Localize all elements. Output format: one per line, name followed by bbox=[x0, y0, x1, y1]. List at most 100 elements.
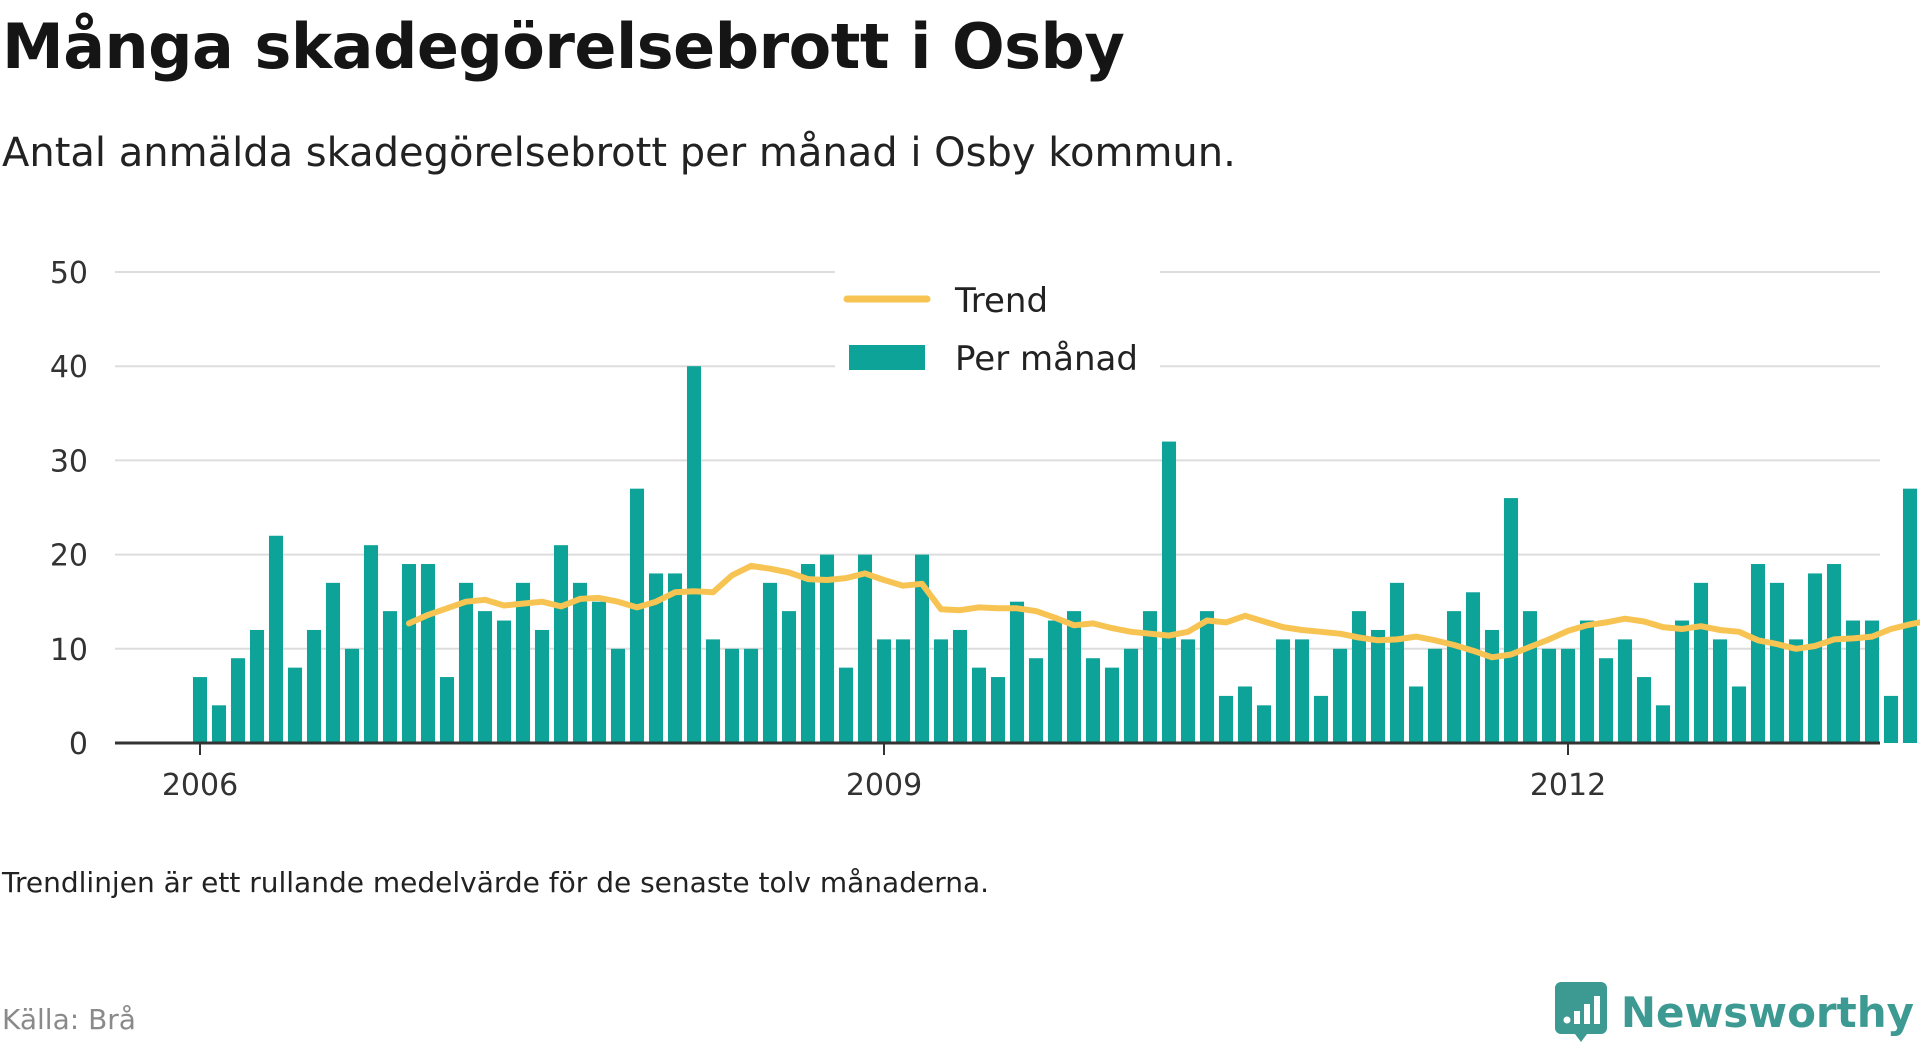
bar bbox=[1712, 639, 1728, 743]
bar bbox=[1655, 705, 1671, 743]
bar bbox=[553, 545, 569, 743]
bar bbox=[382, 611, 398, 743]
bar bbox=[1883, 695, 1899, 743]
trend-line bbox=[406, 562, 1920, 661]
bar bbox=[1769, 582, 1785, 743]
bar bbox=[325, 582, 341, 743]
bar bbox=[1560, 648, 1576, 743]
bar bbox=[819, 554, 835, 743]
bar bbox=[1028, 658, 1044, 743]
bar bbox=[1864, 620, 1880, 743]
bar bbox=[648, 573, 664, 743]
chart-subtitle: Antal anmälda skadegörelsebrott per måna… bbox=[2, 130, 1236, 176]
bar bbox=[1313, 695, 1329, 743]
bar bbox=[1750, 564, 1766, 743]
bar bbox=[1427, 648, 1443, 743]
bar bbox=[192, 677, 208, 743]
bar bbox=[724, 648, 740, 743]
bar bbox=[1256, 705, 1272, 743]
bar bbox=[1332, 648, 1348, 743]
bar bbox=[895, 639, 911, 743]
bar bbox=[1902, 488, 1918, 743]
legend-label-trend: Trend bbox=[954, 281, 1048, 321]
bar bbox=[458, 582, 474, 743]
bar bbox=[306, 629, 322, 743]
chart-footnote: Trendlinjen är ett rullande medelvärde f… bbox=[2, 866, 990, 899]
bar bbox=[971, 667, 987, 743]
bar bbox=[1161, 441, 1177, 743]
brand-name: Newsworthy bbox=[1620, 987, 1914, 1037]
source-credit: Källa: Brå bbox=[2, 1003, 136, 1036]
bar bbox=[1351, 611, 1367, 743]
y-axis: 0 10 20 30 40 50 bbox=[50, 256, 88, 762]
bar bbox=[1009, 601, 1025, 743]
bar bbox=[1199, 611, 1215, 743]
bar bbox=[781, 611, 797, 743]
bar bbox=[1598, 658, 1614, 743]
bar bbox=[800, 564, 816, 743]
newsworthy-logo-icon bbox=[1554, 982, 1607, 1042]
bar bbox=[1845, 620, 1861, 743]
bar bbox=[1484, 629, 1500, 743]
bar bbox=[933, 639, 949, 743]
bar bbox=[1579, 620, 1595, 743]
bar bbox=[1731, 686, 1747, 743]
bar bbox=[420, 564, 436, 743]
bar bbox=[1807, 573, 1823, 743]
x-tick-label: 2009 bbox=[846, 768, 922, 803]
bar bbox=[1541, 648, 1557, 743]
bar bbox=[591, 601, 607, 743]
bar bbox=[401, 564, 417, 743]
bar bbox=[1465, 592, 1481, 743]
bar bbox=[1617, 639, 1633, 743]
bar bbox=[686, 366, 702, 743]
bar bbox=[914, 554, 930, 743]
legend: Trend Per månad bbox=[835, 265, 1160, 395]
bar bbox=[1636, 677, 1652, 743]
bar bbox=[496, 620, 512, 743]
bar bbox=[1693, 582, 1709, 743]
bar bbox=[743, 648, 759, 743]
y-tick-label: 50 bbox=[50, 256, 88, 291]
bar bbox=[705, 639, 721, 743]
bar bbox=[1408, 686, 1424, 743]
bar bbox=[363, 545, 379, 743]
bar bbox=[268, 535, 284, 743]
bar bbox=[572, 582, 588, 743]
bar bbox=[1085, 658, 1101, 743]
bar bbox=[876, 639, 892, 743]
x-axis: 2006200920122015201820212023 bbox=[115, 741, 1880, 803]
trend-series bbox=[406, 562, 1920, 661]
y-tick-label: 30 bbox=[50, 444, 88, 479]
legend-swatch-per-manad bbox=[849, 345, 925, 370]
bar bbox=[1826, 564, 1842, 743]
bar bbox=[1522, 611, 1538, 743]
bar bbox=[952, 629, 968, 743]
bar bbox=[1370, 629, 1386, 743]
x-tick-label: 2012 bbox=[1530, 768, 1606, 803]
y-tick-label: 10 bbox=[50, 633, 88, 668]
bar bbox=[249, 629, 265, 743]
bar bbox=[629, 488, 645, 743]
bar bbox=[1446, 611, 1462, 743]
bar bbox=[1104, 667, 1120, 743]
x-tick-label: 2006 bbox=[162, 768, 238, 803]
bar bbox=[439, 677, 455, 743]
bar bbox=[1788, 639, 1804, 743]
bar bbox=[287, 667, 303, 743]
y-tick-label: 20 bbox=[50, 539, 88, 574]
bar bbox=[610, 648, 626, 743]
bar bbox=[515, 582, 531, 743]
bar bbox=[1066, 611, 1082, 743]
y-tick-label: 40 bbox=[50, 350, 88, 385]
bar bbox=[1389, 582, 1405, 743]
bar bbox=[1180, 639, 1196, 743]
bar bbox=[1275, 639, 1291, 743]
bar bbox=[211, 705, 227, 743]
legend-label-per-manad: Per månad bbox=[955, 339, 1138, 379]
bar bbox=[990, 677, 1006, 743]
page-title: Många skadegörelsebrott i Osby bbox=[2, 10, 1125, 83]
y-tick-label: 0 bbox=[69, 727, 88, 762]
bar bbox=[1142, 611, 1158, 743]
